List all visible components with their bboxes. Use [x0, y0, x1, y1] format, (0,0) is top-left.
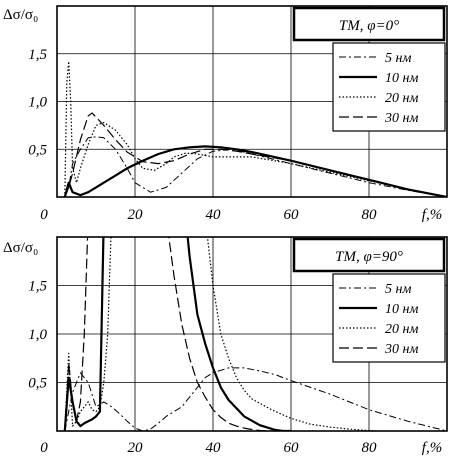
plot-frame — [56, 236, 448, 432]
x-tick-label: 40 — [206, 207, 222, 223]
legend — [332, 42, 446, 132]
x-tick-label: 20 — [128, 207, 144, 223]
panel-2: 0,5 1,0 1,5 0 20 40 60 80 f,% Δσ/σ₀ TM, φ=90° 5 нм 1… — [3, 236, 448, 456]
title-box — [292, 237, 446, 273]
x-tick-label: 40 — [206, 440, 222, 456]
x-tick-label: 0 — [40, 440, 48, 456]
y-tick-label: 1,5 — [28, 279, 47, 295]
legend-label: 5 нм — [385, 51, 411, 66]
x-tick-label: 0 — [40, 207, 48, 223]
x-tick-label: 20 — [128, 440, 144, 456]
series-line-1 — [64, 367, 447, 431]
y-tick-label: 0,5 — [28, 376, 47, 392]
series-line-2 — [63, 237, 291, 431]
legend-label: 5 нм — [385, 282, 411, 297]
y-tick-label: 1,5 — [28, 47, 47, 63]
legend-label: 30 нм — [384, 111, 418, 126]
y-axis-label: Δσ/σ₀ — [3, 7, 38, 23]
chart-title: TM, φ=0° — [339, 18, 399, 34]
chart-title: TM, φ=90° — [335, 249, 403, 265]
x-tick-label: 80 — [362, 440, 378, 456]
panel-1: 0,5 1,0 1,5 0 20 40 60 80 f,% Δσ/σ₀ TM, φ=0° 5 нм 10… — [3, 5, 448, 223]
series-line-4 — [64, 112, 447, 197]
series-line-1 — [64, 136, 447, 197]
legend-label: 10 нм — [385, 71, 418, 86]
legend-label: 20 нм — [385, 91, 418, 106]
x-tick-label: 60 — [284, 440, 300, 456]
series-line-2 — [63, 145, 447, 197]
x-tick-label: 60 — [284, 207, 300, 223]
legend-label: 30 нм — [384, 342, 418, 357]
x-tick-label: 80 — [362, 207, 378, 223]
x-axis-label: f,% — [422, 207, 442, 223]
y-tick-label: 1,0 — [28, 95, 47, 111]
series-line-4 — [64, 237, 268, 431]
title-box — [292, 6, 446, 42]
x-axis-label: f,% — [422, 440, 442, 456]
y-tick-label: 0,5 — [28, 142, 47, 158]
plot-frame — [56, 5, 448, 198]
series-line-3 — [64, 237, 377, 431]
y-tick-label: 1,0 — [28, 327, 47, 343]
legend — [332, 273, 446, 363]
y-axis-label: Δσ/σ₀ — [3, 240, 38, 256]
legend-label: 20 нм — [385, 322, 418, 337]
legend-label: 10 нм — [385, 302, 418, 317]
